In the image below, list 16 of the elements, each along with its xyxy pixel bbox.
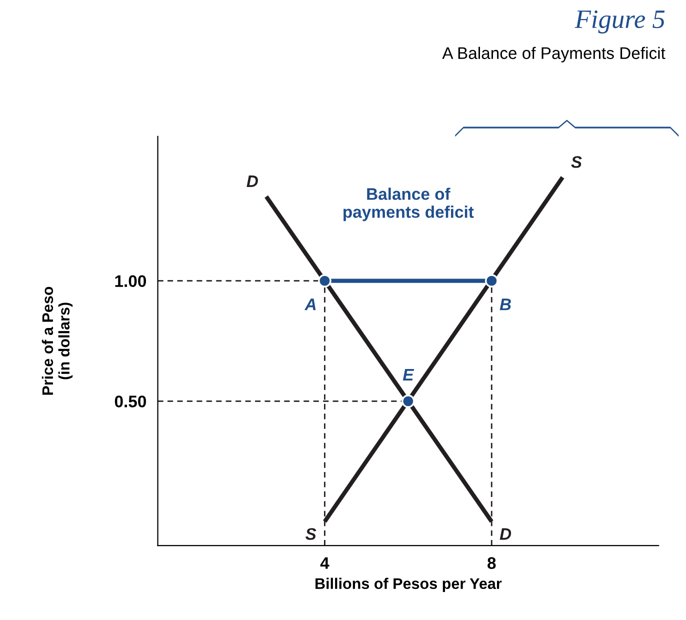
- y-axis-title: Price of a Peso (in dollars): [42, 286, 73, 395]
- text: D: [246, 176, 258, 187]
- x-tick-label: 4: [320, 557, 330, 569]
- chart-title: Figure 5: [574, 10, 665, 34]
- y-tick-label: 0.50: [114, 396, 146, 408]
- x-axis-title: Billions of Pesos per Year: [316, 578, 502, 592]
- series-label: D: [500, 528, 512, 540]
- x-tick-label: 8: [488, 557, 496, 569]
- y-tick-label: 1.00: [115, 275, 146, 288]
- annotation: B: [500, 298, 511, 310]
- annotation: Balance of payments deficit: [344, 188, 474, 222]
- annotation: E: [402, 369, 414, 380]
- text: S: [571, 156, 582, 168]
- annotation: A: [304, 298, 316, 310]
- series-label: S: [305, 528, 316, 540]
- chart-subtitle: A Balance of Payments Deficit: [442, 46, 666, 62]
